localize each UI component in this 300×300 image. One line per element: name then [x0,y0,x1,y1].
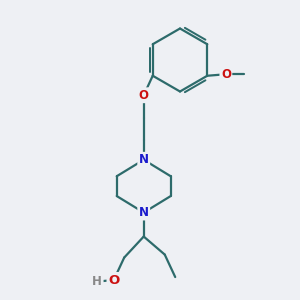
Text: O: O [108,274,119,286]
Text: N: N [139,206,149,219]
Text: O: O [221,68,231,81]
Text: N: N [139,153,149,166]
Text: O: O [139,89,149,102]
Text: H: H [92,275,102,288]
